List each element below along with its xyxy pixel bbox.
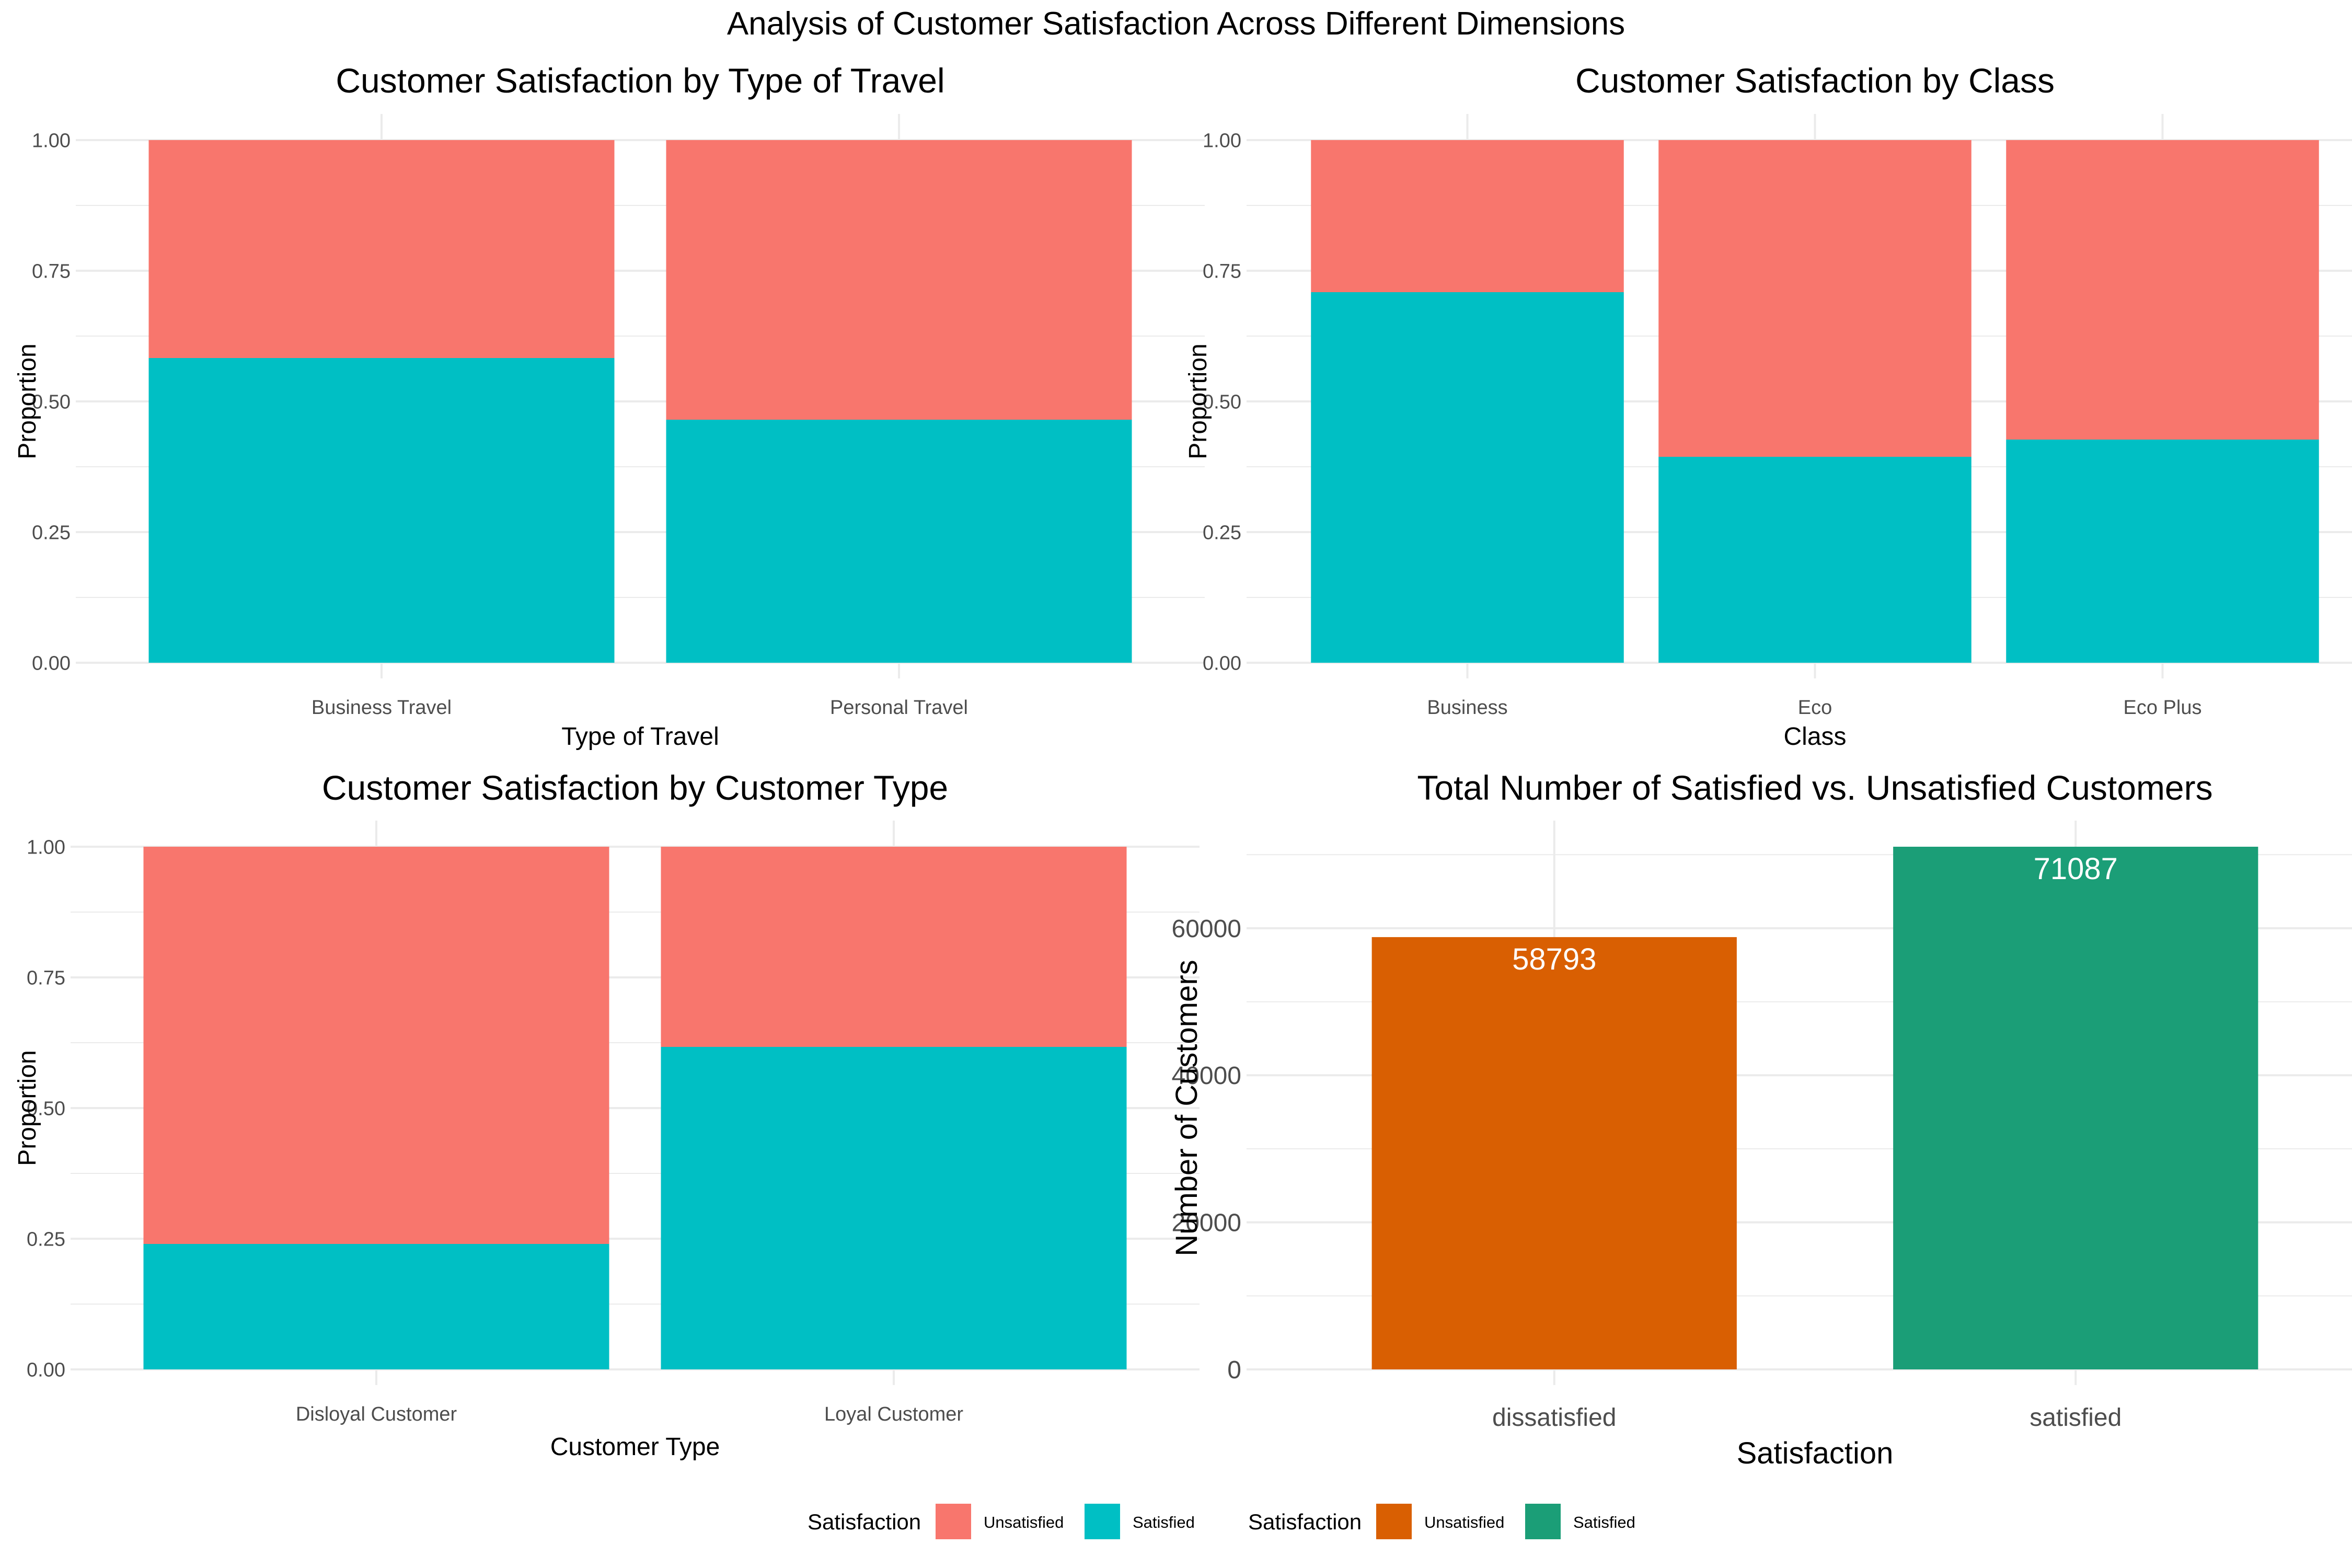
chart-2-y-axis-label: Proportion: [1184, 343, 1212, 459]
chart-1-bar-satisfied: [148, 358, 615, 663]
chart-4-y-tick-label: 20000: [1172, 1209, 1241, 1237]
chart-4-x-tick-label: satisfied: [2030, 1404, 2122, 1432]
chart-1-y-tick-label: 0.75: [32, 260, 71, 282]
chart-1-bar-satisfied: [666, 420, 1132, 663]
chart-2-bar-unsatisfied: [1311, 140, 1624, 292]
chart-1-y-tick-label: 1.00: [32, 130, 71, 152]
chart-1-x-tick-label: Personal Travel: [830, 697, 968, 719]
chart-2-bar-satisfied: [1311, 292, 1624, 663]
chart-3-title: Customer Satisfaction by Customer Type: [322, 768, 948, 807]
chart-2-bar-satisfied: [2006, 440, 2319, 663]
legend-2-label: Unsatisfied: [1424, 1513, 1504, 1531]
chart-4-bar: [1371, 937, 1737, 1369]
legend-1-key-unsatisfied: [936, 1504, 971, 1539]
chart-1-y-axis-label: Proportion: [14, 343, 41, 459]
legend-2-key-unsatisfied: [1376, 1504, 1412, 1539]
chart-3-y-tick-label: 0.00: [27, 1359, 65, 1381]
chart-3-y-tick-label: 0.50: [27, 1098, 65, 1120]
chart-4-y-tick-label: 40000: [1172, 1062, 1241, 1090]
chart-2-title: Customer Satisfaction by Class: [1575, 61, 2055, 100]
legend-1-label: Unsatisfied: [984, 1513, 1064, 1531]
chart-2-x-tick-label: Eco Plus: [2124, 697, 2202, 719]
chart-3-bar-unsatisfied: [661, 847, 1127, 1047]
chart-2-y-tick-label: 0.00: [1203, 652, 1241, 674]
chart-4-data-label: 58793: [1512, 942, 1596, 976]
chart-4-data-label: 71087: [2034, 852, 2118, 886]
main-title: Analysis of Customer Satisfaction Across…: [727, 6, 1625, 42]
chart-3-y-axis-label: Proportion: [14, 1050, 41, 1166]
legend-1-title: Satisfaction: [808, 1509, 921, 1534]
chart-2-y-tick-label: 0.75: [1203, 260, 1241, 282]
chart-4-y-axis-label: Number of Customers: [1170, 960, 1204, 1256]
legend-2-key-satisfied: [1525, 1504, 1561, 1539]
chart-1-y-tick-label: 0.25: [32, 522, 71, 544]
chart-4-bar: [1893, 847, 2258, 1369]
chart-3-x-tick-label: Loyal Customer: [824, 1403, 963, 1425]
chart-2-x-tick-label: Business: [1427, 697, 1507, 719]
chart-2-x-tick-label: Eco: [1798, 697, 1832, 719]
chart-1-x-axis-label: Type of Travel: [561, 723, 719, 751]
chart-3-y-tick-label: 0.25: [27, 1228, 65, 1250]
chart-1-y-tick-label: 0.50: [32, 391, 71, 413]
chart-3-y-tick-label: 1.00: [27, 836, 65, 858]
legend-2-label: Satisfied: [1573, 1513, 1635, 1531]
chart-2-y-tick-label: 0.50: [1203, 391, 1241, 413]
chart-3-y-tick-label: 0.75: [27, 967, 65, 989]
chart-4-title: Total Number of Satisfied vs. Unsatisfie…: [1417, 768, 2212, 807]
chart-3-bar-satisfied: [143, 1244, 609, 1369]
chart-1-title: Customer Satisfaction by Type of Travel: [336, 61, 944, 100]
chart-2-bar-unsatisfied: [1658, 140, 1971, 457]
legend-1-key-satisfied: [1085, 1504, 1120, 1539]
chart-3-x-tick-label: Disloyal Customer: [296, 1403, 457, 1425]
chart-1-bar-unsatisfied: [666, 140, 1132, 420]
chart-1-bar-unsatisfied: [148, 140, 615, 358]
chart-4-y-tick-label: 60000: [1172, 915, 1241, 943]
chart-2-x-axis-label: Class: [1783, 723, 1846, 751]
legend-1-label: Satisfied: [1133, 1513, 1195, 1531]
chart-4-y-tick-label: 0: [1227, 1356, 1241, 1384]
chart-2-y-tick-label: 0.25: [1203, 522, 1241, 544]
chart-1-y-tick-label: 0.00: [32, 652, 71, 674]
chart-3-x-axis-label: Customer Type: [550, 1433, 720, 1461]
chart-4-x-tick-label: dissatisfied: [1492, 1404, 1616, 1432]
chart-2-bar-satisfied: [1658, 457, 1971, 663]
chart-4-x-axis-label: Satisfaction: [1737, 1436, 1894, 1470]
chart-3-bar-satisfied: [661, 1047, 1127, 1369]
legend-2-title: Satisfaction: [1248, 1509, 1362, 1534]
chart-2-y-tick-label: 1.00: [1203, 130, 1241, 152]
chart-3-bar-unsatisfied: [143, 847, 609, 1244]
chart-1-x-tick-label: Business Travel: [312, 697, 452, 719]
chart-2-bar-unsatisfied: [2006, 140, 2319, 440]
